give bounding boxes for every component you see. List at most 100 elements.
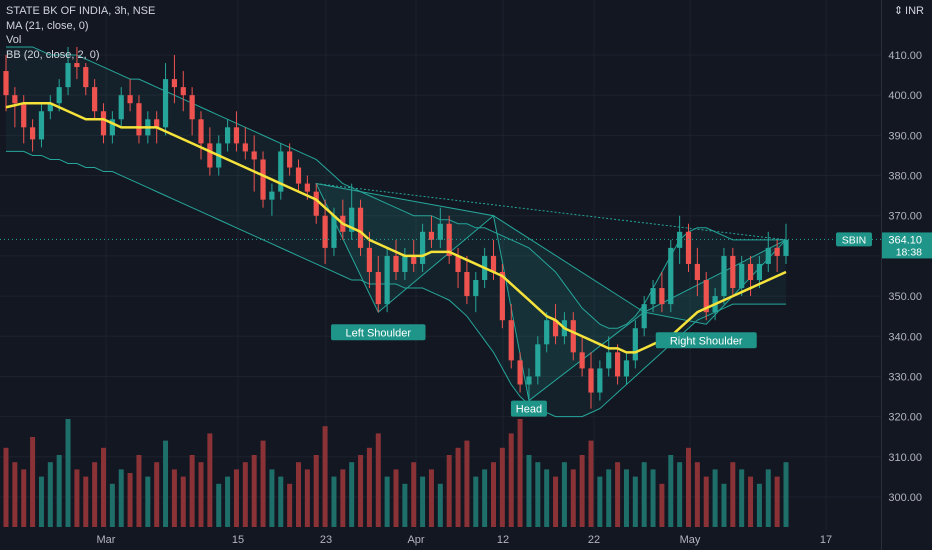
volume-bar [74, 469, 80, 527]
volume-bar [544, 469, 550, 527]
candle [47, 95, 53, 120]
bb-upper-line [6, 46, 786, 329]
candle-body [570, 320, 576, 353]
candle-body [774, 247, 780, 256]
candle-body [180, 87, 186, 96]
bb-legend[interactable]: BB (20, close, 2, 0) [6, 48, 100, 61]
candle [287, 143, 293, 176]
candle-body [641, 304, 647, 329]
ma-legend[interactable]: MA (21, close, 0) [6, 19, 89, 32]
candle-body [437, 223, 443, 240]
price-axis-bg [881, 0, 932, 550]
volume-bar [358, 455, 364, 527]
currency-dropdown-icon: ⇕ [893, 5, 904, 17]
candle-body [162, 79, 169, 128]
candle [65, 46, 71, 96]
candle-body [269, 191, 275, 200]
volume-bar [393, 469, 399, 527]
candle [419, 223, 426, 272]
volume-bar [101, 447, 106, 527]
volume-bar [535, 462, 541, 527]
candle [721, 247, 727, 305]
pattern-label: Head [510, 400, 547, 417]
volume-bar [180, 476, 186, 527]
candle-body [127, 95, 133, 104]
candle-body [526, 376, 532, 385]
candles [3, 46, 789, 409]
volume-bar [721, 483, 727, 527]
candle [118, 87, 124, 128]
candle-body [411, 255, 417, 264]
candle [92, 79, 98, 120]
volume-bar [207, 433, 213, 527]
candle-body [3, 71, 9, 96]
candle-body [579, 352, 585, 369]
candle [446, 215, 452, 264]
volume-bar [189, 455, 195, 527]
candle [588, 352, 594, 409]
candle-body [207, 143, 213, 168]
candle [730, 247, 736, 297]
volume-bar [375, 433, 381, 527]
volume-bar [278, 476, 284, 527]
volume-bar [171, 469, 177, 527]
volume-bar [287, 483, 293, 527]
price-axis: 300.00 310.00 320.00 330.00 340.00 350.00 370.… [888, 50, 922, 504]
volume-bar [163, 440, 169, 527]
vol-legend[interactable]: Vol [6, 34, 22, 46]
volume-bar [668, 455, 674, 527]
volume-bar [420, 476, 426, 527]
symbol-title[interactable]: STATE BK OF INDIA, 3h, NSE [6, 5, 156, 17]
candle [685, 223, 692, 272]
price-tag-box [881, 232, 932, 259]
volume-bar [340, 469, 346, 527]
volume-bar [632, 476, 638, 527]
volume-bar [65, 419, 71, 527]
pattern-label-text: Left Shoulder [346, 327, 412, 339]
candle-body [233, 127, 240, 144]
volume-bar [47, 462, 53, 527]
volume-bar [623, 469, 629, 527]
candle-body [508, 320, 514, 361]
volume-bar [12, 462, 18, 527]
candle [384, 247, 390, 313]
candle [765, 231, 771, 272]
volume-bar [712, 469, 718, 527]
volume-bar [482, 469, 488, 527]
candle-body [74, 63, 80, 68]
volume-bar [473, 476, 479, 527]
candle [349, 183, 355, 240]
candle [162, 63, 169, 136]
candle-body [29, 127, 36, 140]
indicator-legend: STATE BK OF INDIA, 3h, NSE MA (21, close… [6, 4, 155, 62]
volume-bar [154, 462, 160, 527]
bb-lower-line [6, 150, 786, 418]
volume-bar [570, 469, 576, 527]
currency-selector[interactable]: ⇕ INR [894, 4, 924, 17]
candle [606, 336, 612, 377]
pattern-label-box [510, 400, 547, 417]
candle-body [677, 231, 683, 248]
volume-bar [136, 455, 142, 527]
volume-bar [650, 469, 656, 527]
candle-body [597, 368, 603, 393]
candle [544, 312, 550, 353]
candle-body [375, 271, 381, 305]
volume-bar [260, 440, 266, 527]
candle-body [278, 151, 284, 192]
candle [614, 344, 621, 385]
candle [198, 111, 204, 160]
candle-body [402, 255, 408, 272]
volume-bar [304, 469, 310, 527]
volume-bars [3, 419, 789, 527]
candle [29, 119, 36, 152]
candle-body [349, 207, 355, 232]
candle-body [614, 352, 621, 377]
volume-bar [455, 447, 461, 527]
time-tick-label: 15 [232, 534, 244, 546]
volume-bar [331, 476, 337, 527]
candle-body [65, 63, 71, 88]
volume-bar [526, 455, 532, 527]
neckline [316, 183, 787, 241]
